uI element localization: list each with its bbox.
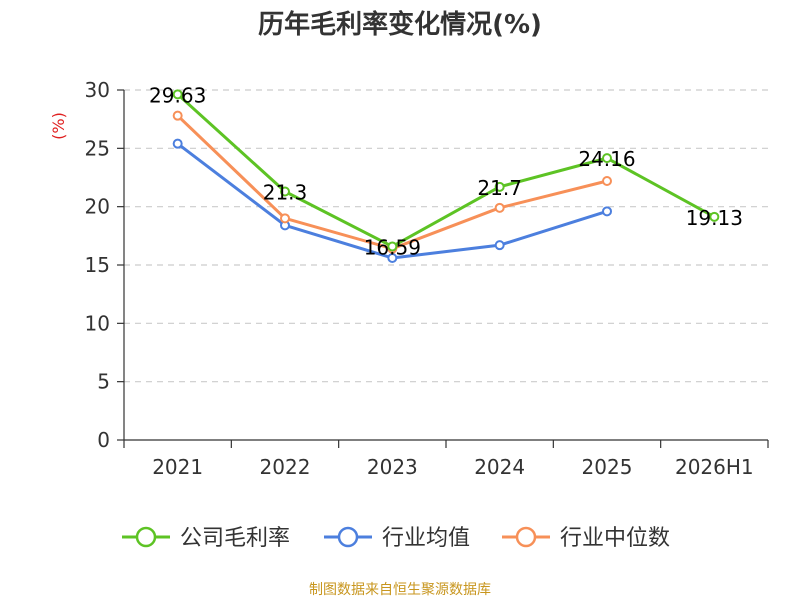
grid-lines xyxy=(124,89,768,383)
source-note: 制图数据来自恒生聚源数据库 xyxy=(309,582,491,598)
data-point xyxy=(602,153,612,164)
x-tick-label: 2025 xyxy=(582,455,633,479)
data-point xyxy=(709,211,720,222)
x-tick-label: 2024 xyxy=(474,455,525,479)
series-line xyxy=(176,93,716,248)
data-point xyxy=(494,240,505,251)
data-point xyxy=(494,181,505,192)
data-label: 21.3 xyxy=(263,181,308,205)
legend-label: 行业均值 xyxy=(382,526,470,551)
y-tick-label: 25 xyxy=(85,136,110,160)
legend-marker-circle xyxy=(135,526,157,548)
data-label: 19.13 xyxy=(686,206,743,230)
data-point xyxy=(494,202,505,213)
legend: 公司毛利率 行业均值 行业中位数 xyxy=(122,526,670,551)
data-label: 24.16 xyxy=(578,147,635,171)
y-tick-label: 15 xyxy=(85,253,110,277)
series-line xyxy=(176,114,608,251)
data-label: 21.7 xyxy=(477,176,522,200)
data-point xyxy=(602,176,612,186)
data-label: 16.59 xyxy=(364,235,421,259)
data-point xyxy=(280,186,290,197)
data-point xyxy=(280,213,290,224)
series-lines xyxy=(172,89,720,263)
chart-title: 历年毛利率变化情况(%) xyxy=(258,10,542,40)
x-tick-label: 2023 xyxy=(367,455,418,479)
legend-label: 行业中位数 xyxy=(560,526,670,551)
y-tick-label: 10 xyxy=(85,311,110,335)
y-tick-label: 0 xyxy=(97,428,110,452)
data-point xyxy=(602,206,612,217)
y-axis-unit-label: (%) xyxy=(49,112,68,140)
data-point xyxy=(387,253,398,263)
legend-marker-circle xyxy=(337,526,359,548)
data-labels: 29.63 21.3 16.59 21.7 24.16 19.13 xyxy=(149,83,743,259)
legend-marker-circle xyxy=(515,526,537,548)
legend-label: 公司毛利率 xyxy=(180,526,290,551)
data-point xyxy=(172,89,183,100)
x-tick-label: 2022 xyxy=(260,455,311,479)
y-tick-label: 5 xyxy=(97,370,110,394)
x-tick-label: 2021 xyxy=(152,455,203,479)
x-tick-label: 2026H1 xyxy=(675,455,754,479)
data-label: 29.63 xyxy=(149,83,206,107)
data-point xyxy=(172,138,183,149)
y-tick-label: 30 xyxy=(85,78,110,102)
y-tick-label: 20 xyxy=(85,195,110,219)
data-point xyxy=(172,110,183,121)
data-point xyxy=(387,241,398,252)
